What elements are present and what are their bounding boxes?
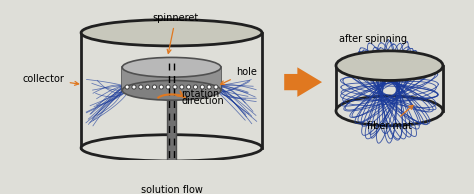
Ellipse shape [81,135,262,161]
Ellipse shape [139,85,143,89]
Text: hole: hole [220,67,256,85]
Ellipse shape [122,81,221,100]
Ellipse shape [336,96,443,126]
Ellipse shape [159,85,164,89]
Ellipse shape [187,85,191,89]
Ellipse shape [214,85,218,89]
Ellipse shape [81,20,262,46]
Ellipse shape [166,85,170,89]
Text: fiber mat: fiber mat [367,105,413,131]
Text: spinneret: spinneret [153,13,199,53]
Ellipse shape [173,85,177,89]
Ellipse shape [180,85,184,89]
Polygon shape [122,67,221,90]
Ellipse shape [167,165,176,172]
Ellipse shape [153,85,156,89]
Ellipse shape [132,85,136,89]
Ellipse shape [146,85,150,89]
Text: rotation: rotation [182,89,219,99]
Ellipse shape [122,57,221,77]
Ellipse shape [336,51,443,81]
Ellipse shape [125,85,129,89]
Text: after spinning: after spinning [339,34,407,44]
Text: collector: collector [23,74,79,85]
Ellipse shape [193,85,198,89]
Text: direction: direction [182,96,224,106]
Ellipse shape [200,85,204,89]
Polygon shape [167,90,176,168]
Text: solution flow: solution flow [141,185,202,194]
Ellipse shape [207,85,211,89]
Polygon shape [284,67,322,97]
